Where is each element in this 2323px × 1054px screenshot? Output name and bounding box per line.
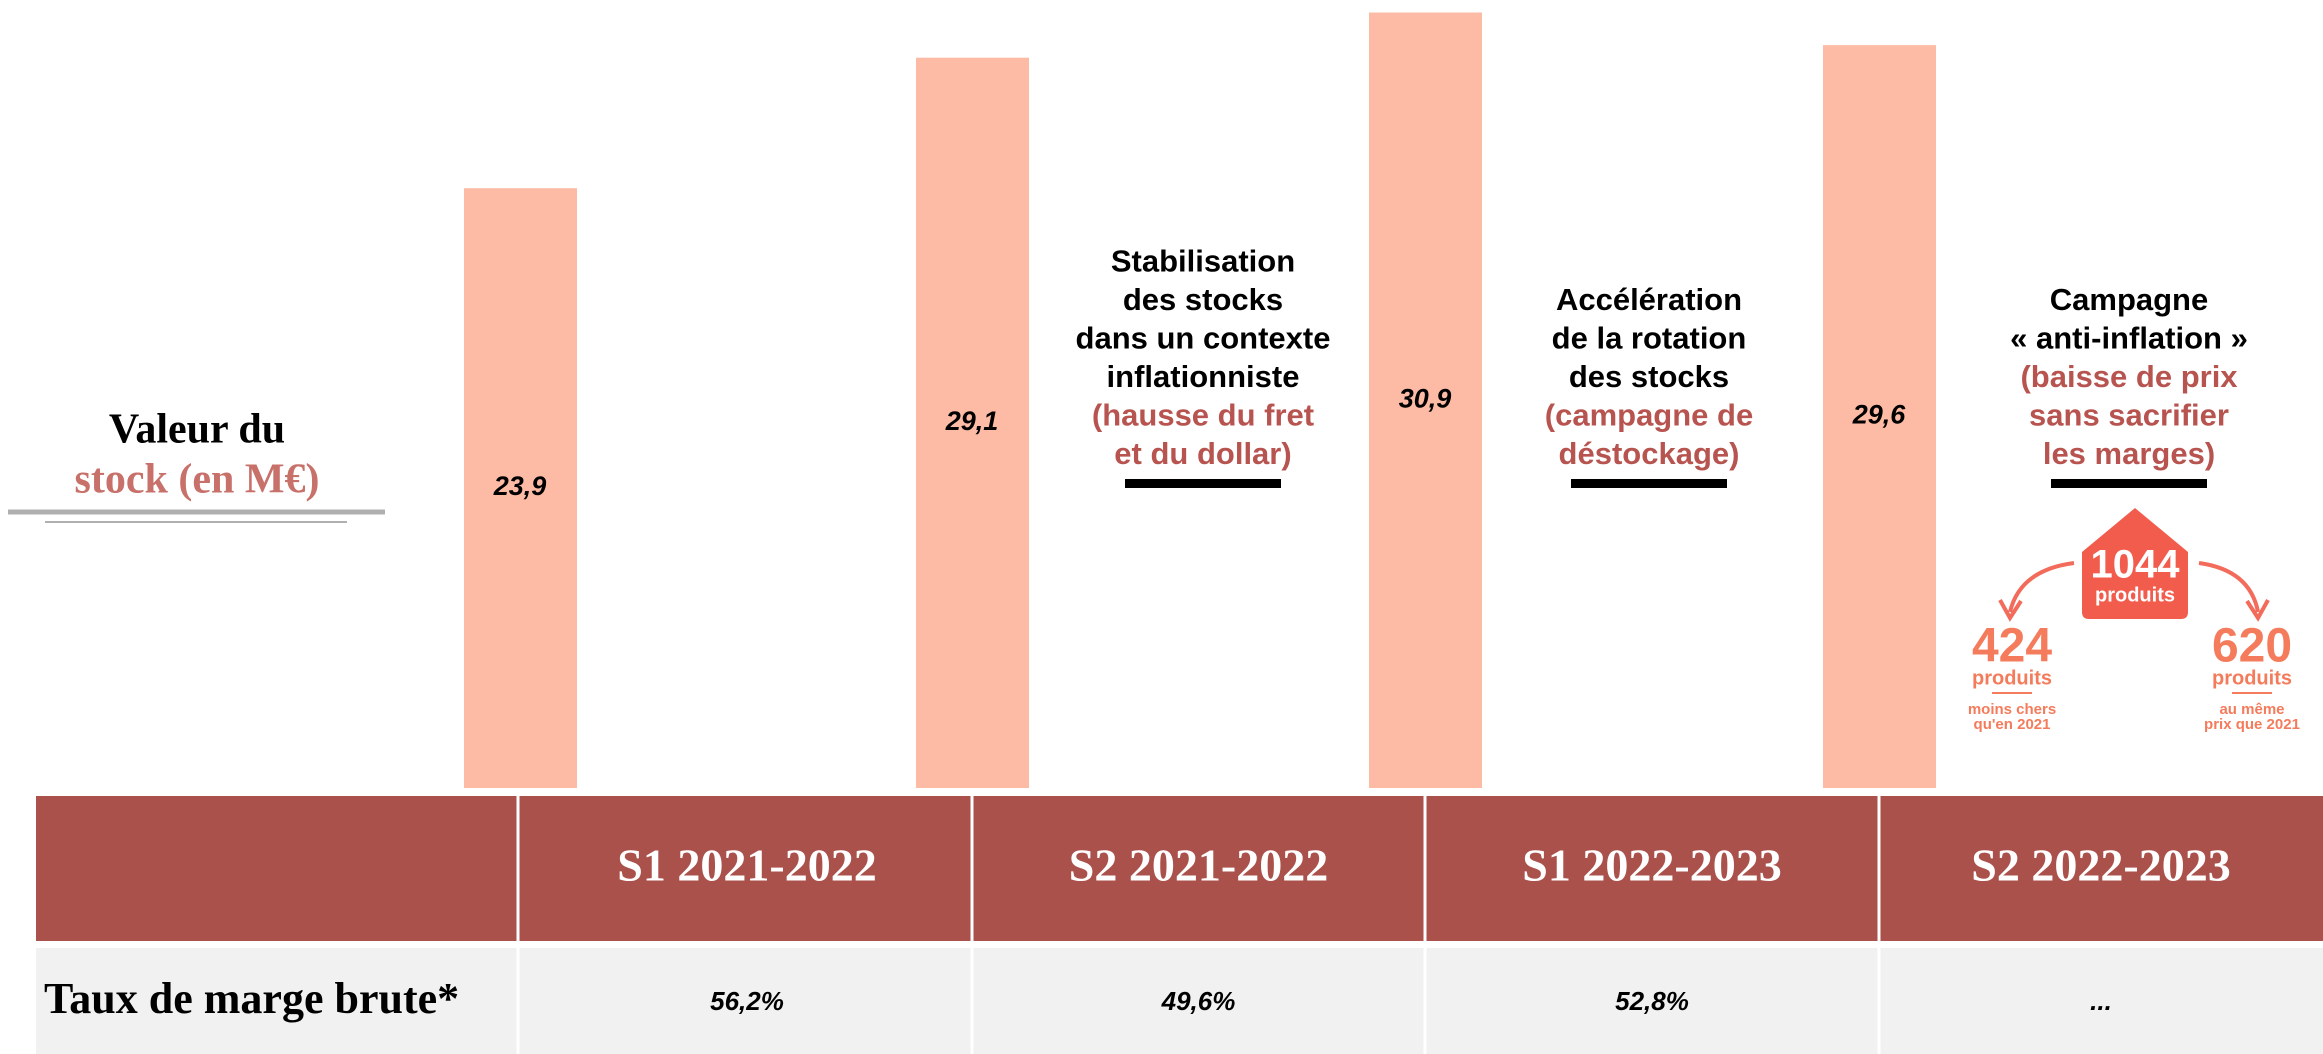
annotation-line: dans un contexte [1076,321,1331,356]
annotation-line: de la rotation [1552,321,1747,356]
column-header: S1 2021-2022 [617,840,876,891]
column-header: S2 2022-2023 [1971,840,2230,891]
annotation-highlight: (baisse de prix [2020,359,2238,394]
left-number: 424 [1972,620,2052,673]
annotation-highlight: (hausse du fret [1092,398,1314,433]
annotation-highlight: et du dollar) [1114,436,1291,471]
total-unit: produits [2095,584,2175,606]
value-label: 30,9 [1399,383,1452,413]
bar [464,188,577,788]
right-number: 620 [2212,620,2292,673]
annotation-line: « anti-inflation » [2010,321,2248,356]
right-note: au même [2219,701,2284,718]
table-header [36,796,2323,941]
right-note: prix que 2021 [2204,716,2300,733]
annotation-line: Campagne [2050,282,2208,317]
table-cell: 49,6% [1161,986,1236,1016]
house-icon [2082,508,2188,619]
annotation-highlight: sans sacrifier [2029,398,2229,433]
value-label: 29,1 [945,406,999,436]
left-note: qu'en 2021 [1974,716,2051,733]
annotation-highlight: déstockage) [1559,436,1740,471]
table-cell: 56,2% [710,986,784,1016]
table-cell: 52,8% [1615,986,1689,1016]
right-unit: produits [2212,667,2292,689]
left-unit: produits [1972,667,2052,689]
value-label: 23,9 [493,471,547,501]
annotation-line: Stabilisation [1111,244,1295,279]
row-label: Taux de marge brute* [44,974,459,1023]
chart-title: Valeur du [109,407,285,453]
arrows [1998,561,2270,622]
bar [1823,45,1936,788]
bar [1369,12,1482,788]
bar [916,57,1029,788]
annotation-line: Accélération [1556,282,1742,317]
left-note: moins chers [1968,701,2056,718]
annotation-line: des stocks [1569,359,1729,394]
value-label: 29,6 [1852,400,1907,430]
total-number: 1044 [2091,543,2181,587]
annotation-line: inflationniste [1107,359,1300,394]
column-header: S2 2021-2022 [1069,840,1328,891]
annotation-highlight: (campagne de [1545,398,1753,433]
annotation-underline [1571,479,1727,488]
column-header: S1 2022-2023 [1522,840,1781,891]
annotation-highlight: les marges) [2043,436,2215,471]
table-cell: ... [2090,986,2112,1016]
annotation-underline [2051,479,2207,488]
annotation-line: des stocks [1123,282,1283,317]
table-row [36,948,2323,1054]
table-dividers [516,796,1881,1054]
annotation-underline [1125,479,1281,488]
chart-title: stock (en M€) [75,457,320,503]
